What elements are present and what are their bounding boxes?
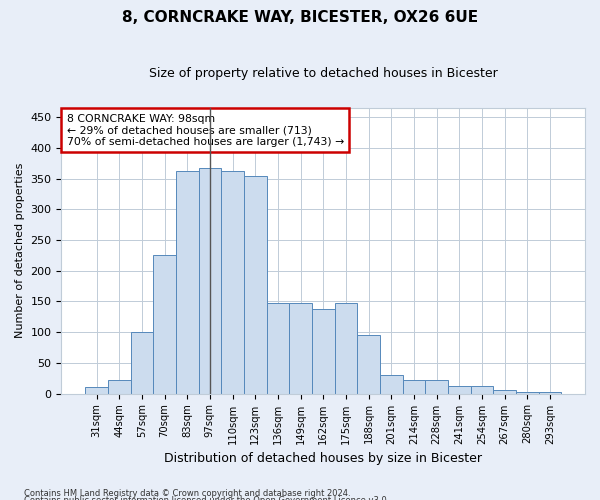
Bar bbox=[176, 172, 199, 394]
Bar bbox=[493, 390, 516, 394]
Bar bbox=[335, 302, 357, 394]
Text: Contains public sector information licensed under the Open Government Licence v3: Contains public sector information licen… bbox=[24, 496, 389, 500]
Title: Size of property relative to detached houses in Bicester: Size of property relative to detached ho… bbox=[149, 68, 497, 80]
Bar bbox=[357, 335, 380, 394]
Bar bbox=[108, 380, 131, 394]
Bar bbox=[266, 302, 289, 394]
Bar bbox=[131, 332, 153, 394]
Text: 8, CORNCRAKE WAY, BICESTER, OX26 6UE: 8, CORNCRAKE WAY, BICESTER, OX26 6UE bbox=[122, 10, 478, 25]
Bar bbox=[221, 172, 244, 394]
X-axis label: Distribution of detached houses by size in Bicester: Distribution of detached houses by size … bbox=[164, 452, 482, 465]
Text: Contains HM Land Registry data © Crown copyright and database right 2024.: Contains HM Land Registry data © Crown c… bbox=[24, 488, 350, 498]
Bar bbox=[312, 309, 335, 394]
Bar bbox=[539, 392, 561, 394]
Bar bbox=[380, 375, 403, 394]
Bar bbox=[403, 380, 425, 394]
Bar bbox=[153, 256, 176, 394]
Bar bbox=[85, 388, 108, 394]
Text: 8 CORNCRAKE WAY: 98sqm
← 29% of detached houses are smaller (713)
70% of semi-de: 8 CORNCRAKE WAY: 98sqm ← 29% of detached… bbox=[67, 114, 344, 147]
Y-axis label: Number of detached properties: Number of detached properties bbox=[15, 163, 25, 338]
Bar bbox=[199, 168, 221, 394]
Bar bbox=[425, 380, 448, 394]
Bar bbox=[244, 176, 266, 394]
Bar bbox=[470, 386, 493, 394]
Bar bbox=[516, 392, 539, 394]
Bar bbox=[448, 386, 470, 394]
Bar bbox=[289, 302, 312, 394]
